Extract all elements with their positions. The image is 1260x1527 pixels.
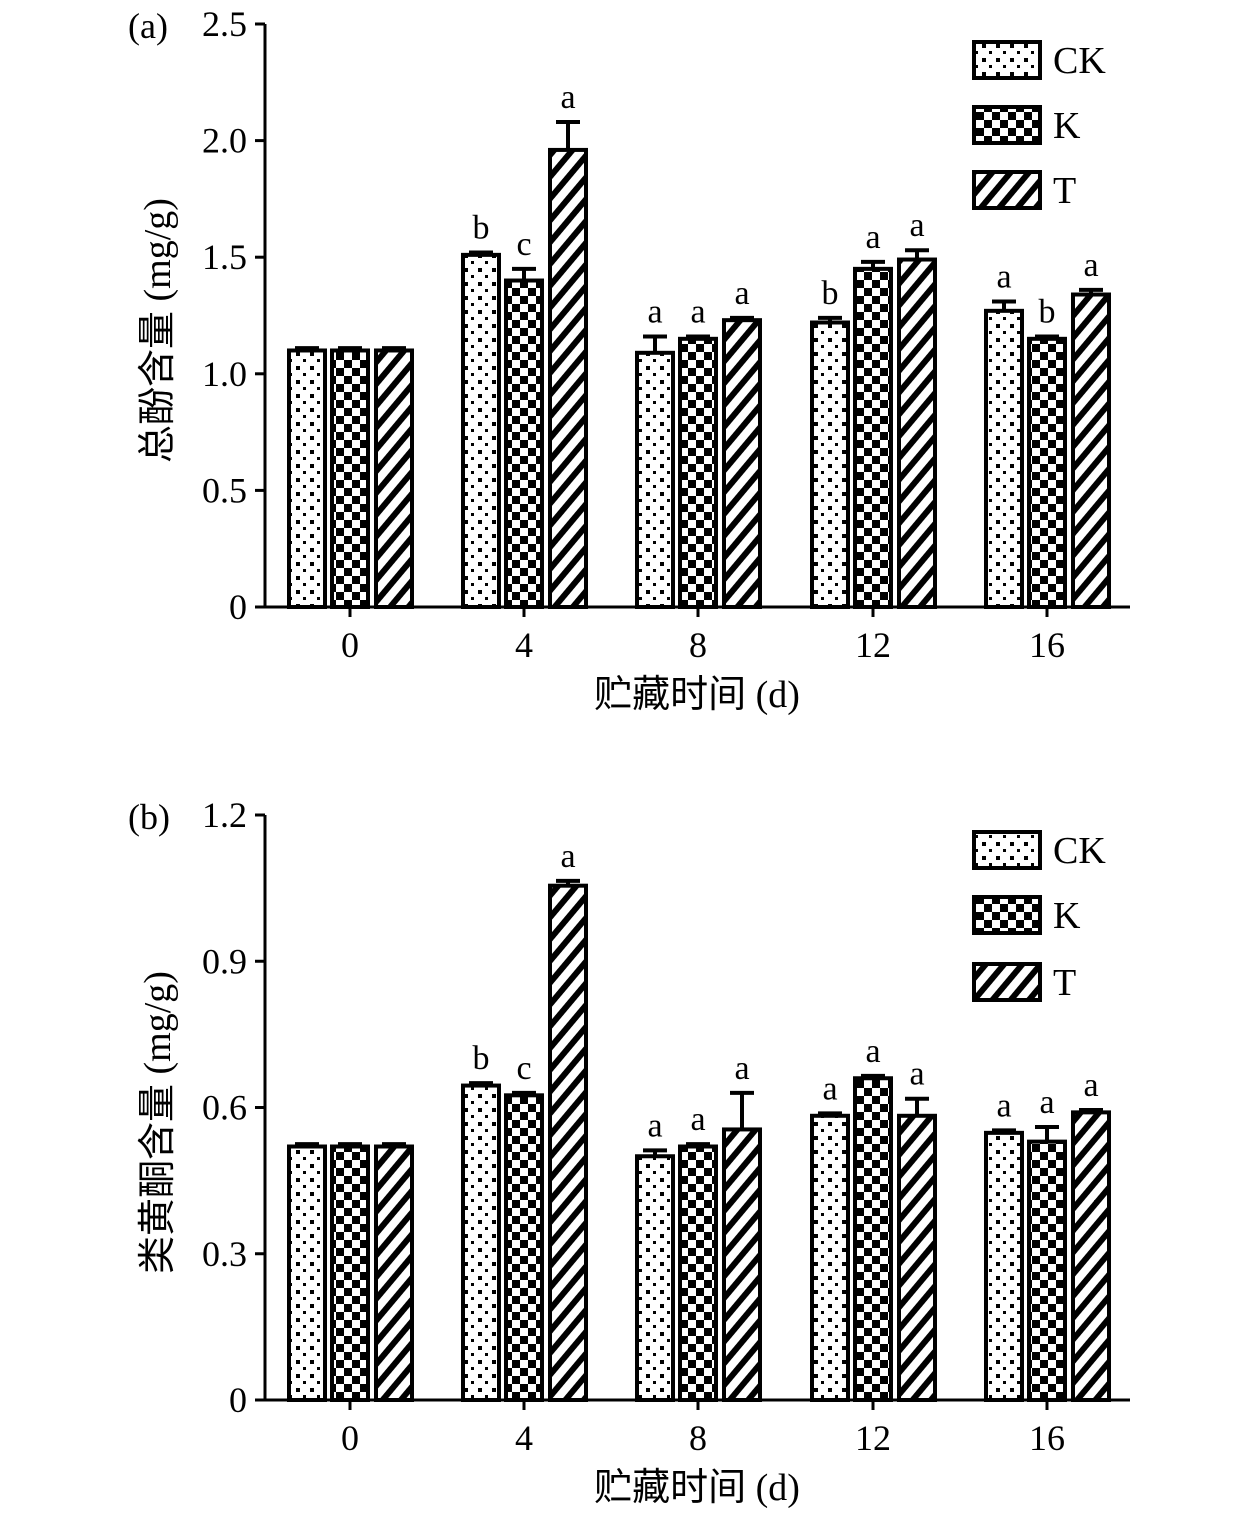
- legend-label-T: T: [1053, 962, 1076, 1004]
- significance-letter: a: [909, 207, 924, 244]
- significance-letter: a: [647, 1107, 662, 1144]
- bar-CK-12: [810, 320, 850, 609]
- chart-panel-a: 0 0.5 1.0 1.5 2.0 2.5 0 4 8 12 16 贮藏时间 (d) 总酚含量 (mg/…: [128, 4, 1130, 716]
- y-tick-label: 0.3: [202, 1234, 247, 1274]
- bar-T-8: [722, 1127, 762, 1402]
- bar-T-16: [1071, 292, 1111, 609]
- significance-letter: a: [734, 275, 749, 312]
- bar-CK-0: [287, 348, 327, 609]
- significance-letter: c: [516, 1050, 531, 1087]
- legend-swatch-K: [972, 895, 1042, 935]
- bar-T-16: [1071, 1110, 1111, 1402]
- legend-swatch-K: [972, 105, 1042, 145]
- significance-letter: a: [1083, 247, 1098, 284]
- significance-letter: a: [690, 1101, 705, 1138]
- bar-CK-8: [635, 1154, 675, 1402]
- x-tick-label: 8: [689, 1418, 707, 1458]
- bar-CK-16: [984, 308, 1024, 609]
- bar-T-12: [897, 257, 937, 609]
- y-tick-label: 0.5: [202, 470, 247, 510]
- bar-T-0: [374, 1144, 414, 1402]
- x-axis-label: 贮藏时间 (d): [594, 1467, 800, 1509]
- y-axis-label: 总酚含量 (mg/g): [137, 198, 179, 463]
- significance-letter: a: [1083, 1067, 1098, 1104]
- bar-K-8: [678, 1144, 718, 1402]
- x-tick-label: 0: [341, 625, 359, 665]
- legend-swatch-CK: [972, 40, 1042, 80]
- legend-swatch-T: [972, 170, 1042, 210]
- significance-letter: b: [473, 1040, 490, 1077]
- bar-CK-4: [461, 1083, 501, 1402]
- x-tick-label: 8: [689, 625, 707, 665]
- bar-K-4: [504, 278, 544, 609]
- bar-CK-12: [810, 1113, 850, 1402]
- y-tick-label: 1.0: [202, 354, 247, 394]
- significance-letter: a: [560, 79, 575, 116]
- legend-swatch-CK: [972, 830, 1042, 870]
- legend-label-CK: CK: [1053, 830, 1106, 872]
- significance-letter: a: [647, 293, 662, 330]
- x-tick-label: 4: [515, 625, 533, 665]
- bar-K-4: [504, 1093, 544, 1402]
- significance-letter: a: [822, 1070, 837, 1107]
- significance-letter: b: [473, 210, 490, 247]
- x-tick-label: 12: [855, 625, 891, 665]
- x-axis-label: 贮藏时间 (d): [594, 674, 800, 716]
- significance-letter: a: [690, 293, 705, 330]
- bar-K-0: [330, 1144, 370, 1402]
- bar-CK-4: [461, 252, 501, 609]
- y-tick-label: 2.0: [202, 121, 247, 161]
- x-tick-label: 16: [1029, 625, 1065, 665]
- x-tick-label: 0: [341, 1418, 359, 1458]
- y-axis-label: 类黄酮含量 (mg/g): [137, 971, 179, 1274]
- significance-letter: a: [734, 1050, 749, 1087]
- y-tick-label: 0: [229, 587, 247, 627]
- bar-T-0: [374, 348, 414, 609]
- legend-swatch-T: [972, 962, 1042, 1002]
- significance-letter: a: [560, 838, 575, 875]
- significance-letter: a: [865, 1033, 880, 1070]
- y-tick-label: 2.5: [202, 4, 247, 44]
- bar-CK-0: [287, 1144, 327, 1402]
- x-tick-label: 12: [855, 1418, 891, 1458]
- significance-letter: b: [1039, 293, 1056, 330]
- y-tick-label: 0: [229, 1380, 247, 1420]
- bar-K-16: [1027, 1139, 1067, 1402]
- x-tick-label: 16: [1029, 1418, 1065, 1458]
- chart-panel-b: 0 0.3 0.6 0.9 1.2 0 4 8 12 16 贮藏时间 (d) 类黄酮含量 (mg/g)…: [128, 795, 1130, 1509]
- bar-T-4: [548, 147, 588, 609]
- bar-K-16: [1027, 336, 1067, 609]
- legend-label-K: K: [1053, 895, 1081, 937]
- x-tick-label: 4: [515, 1418, 533, 1458]
- bar-CK-8: [635, 350, 675, 610]
- significance-letter: b: [822, 275, 839, 312]
- bar-K-8: [678, 336, 718, 609]
- legend-label-K: K: [1053, 105, 1081, 147]
- significance-letter: a: [996, 259, 1011, 296]
- bar-CK-16: [984, 1130, 1024, 1402]
- bar-T-12: [897, 1113, 937, 1402]
- legend-label-CK: CK: [1053, 40, 1106, 82]
- bar-T-4: [548, 883, 588, 1402]
- significance-letter: a: [1039, 1084, 1054, 1121]
- bar-K-12: [853, 266, 893, 609]
- y-tick-label: 0.9: [202, 941, 247, 981]
- y-tick-label: 1.5: [202, 237, 247, 277]
- panel-label: (a): [128, 6, 168, 46]
- panel-label: (b): [128, 797, 170, 837]
- significance-letter: a: [865, 219, 880, 256]
- significance-letter: c: [516, 226, 531, 263]
- significance-letter: a: [909, 1056, 924, 1093]
- significance-letter: a: [996, 1087, 1011, 1124]
- y-tick-label: 1.2: [202, 795, 247, 835]
- bar-K-0: [330, 348, 370, 609]
- bar-T-8: [722, 318, 762, 609]
- legend-label-T: T: [1053, 170, 1076, 212]
- bar-K-12: [853, 1076, 893, 1402]
- y-tick-label: 0.6: [202, 1088, 247, 1128]
